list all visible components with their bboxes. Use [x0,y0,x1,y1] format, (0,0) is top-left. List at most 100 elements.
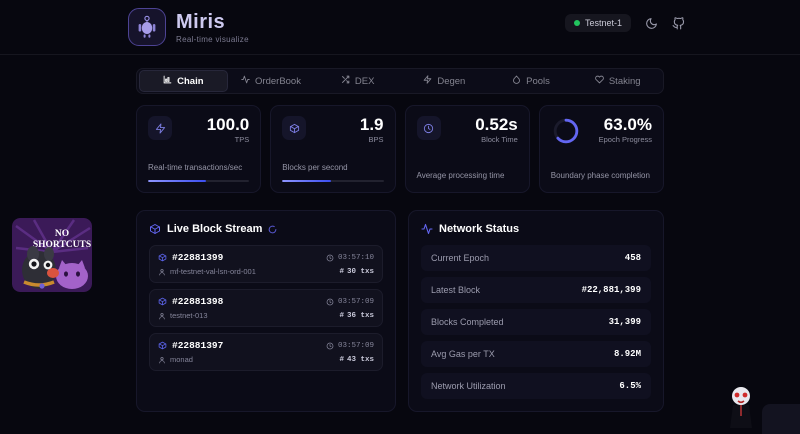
stat-values: 100.0 TPS [207,116,250,144]
panel-header: Live Block Stream [149,223,383,235]
stat-label: Average processing time [416,171,505,181]
tab-staking-label: Staking [608,75,641,87]
stat-card-tps[interactable]: 100.0 TPS Real-time transactions/sec [136,105,262,193]
block-row[interactable]: #22881398 03:57:09 [149,289,383,327]
block-row-secondary: monad # 43 txs [158,355,374,364]
brand[interactable]: Miris Real-time visualize [128,8,249,46]
hash-icon: # [339,311,344,320]
status-key: Latest Block [431,285,481,295]
stat-label: Blocks per second [282,163,348,173]
tab-orderbook-label: OrderBook [255,75,301,87]
status-value: 6.5% [619,381,641,391]
status-value: #22,881,399 [581,285,641,295]
zap-icon [423,75,432,87]
block-tx-count: # 36 txs [339,312,374,320]
activity-icon [421,223,433,235]
status-row-avg-gas: Avg Gas per TX 8.92M [421,341,651,367]
block-row-primary: #22881398 03:57:09 [158,296,374,307]
tab-staking[interactable]: Staking [574,70,661,92]
droplet-icon [512,75,521,87]
tab-chain[interactable]: Chain [139,70,228,92]
status-key: Network Utilization [431,381,506,391]
stat-unit: Block Time [481,134,518,144]
network-status-panel: Network Status Current Epoch 458 Latest … [408,210,664,412]
block-identifier: #22881399 [158,252,223,263]
network-badge[interactable]: Testnet-1 [564,14,631,32]
clock-icon [326,254,334,262]
block-identifier: #22881397 [158,340,223,351]
stat-value: 1.9 [359,115,384,134]
stat-progress-bar [148,179,250,182]
block-validator: mf-testnet-val-lsn-ord-001 [158,267,256,276]
block-tx-count: # 43 txs [339,356,374,364]
svg-text:NO: NO [55,229,69,239]
stat-card-bps[interactable]: 1.9 BPS Blocks per second [270,105,396,193]
tab-degen[interactable]: Degen [401,70,488,92]
panel-title: Network Status [439,223,520,235]
heart-icon [595,75,604,87]
stat-card-top: 100.0 TPS [148,116,249,144]
mascot-sticker [724,384,758,430]
bar-chart-icon [163,75,172,87]
block-validator-name: mf-testnet-val-lsn-ord-001 [170,267,256,276]
block-validator: testnet-013 [158,311,208,320]
corner-panel [762,404,800,434]
stat-unit: BPS [368,134,384,144]
stat-values: 63.0% Epoch Progress [599,116,652,144]
clock-icon [326,298,334,306]
status-value: 458 [624,253,641,263]
tab-orderbook[interactable]: OrderBook [228,70,315,92]
no-shortcuts-sticker: NO SHORTCUTS [12,218,92,292]
tab-dex[interactable]: DEX [314,70,401,92]
tab-pools[interactable]: Pools [488,70,575,92]
panel-title: Live Block Stream [167,223,263,235]
stat-card-row: 100.0 TPS Real-time transactions/sec 1.9… [136,105,664,193]
github-icon[interactable] [672,16,685,30]
block-number: #22881397 [172,340,224,351]
user-icon [158,312,166,320]
stat-card-epoch-progress[interactable]: 63.0% Epoch Progress Boundary phase comp… [538,105,664,193]
block-row-secondary: testnet-013 # 36 txs [158,311,374,320]
main-panels: Live Block Stream #22881399 [136,210,664,412]
block-validator-name: monad [170,355,193,364]
stat-value: 100.0 [206,115,250,134]
block-timestamp: 03:57:09 [326,298,374,306]
block-row[interactable]: #22881397 03:57:09 [149,333,383,371]
status-dot-icon [573,20,580,26]
moon-icon[interactable] [645,17,658,30]
status-row-current-epoch: Current Epoch 458 [421,245,651,271]
hash-icon: # [339,355,344,364]
stat-value: 0.52s [475,115,518,134]
block-tx-value: 36 txs [346,311,374,320]
tab-degen-label: Degen [437,75,466,87]
status-value: 8.92M [613,349,641,359]
stat-progress-bar [282,179,384,182]
brand-name: Miris [176,10,226,33]
block-time-value: 03:57:09 [337,297,374,306]
hash-icon: # [339,267,344,276]
block-tx-value: 30 txs [346,267,374,276]
robot-mascot-icon [128,8,166,46]
stat-card-block-time[interactable]: 0.52s Block Time Average processing time [404,105,530,193]
panel-header: Network Status [421,223,651,235]
activity-icon [241,75,250,87]
tab-dex-label: DEX [354,75,375,87]
clock-icon [416,116,441,140]
block-row[interactable]: #22881399 03:57:10 [149,245,383,283]
live-block-stream-panel: Live Block Stream #22881399 [136,210,396,412]
block-timestamp: 03:57:09 [326,342,374,350]
network-badge-label: Testnet-1 [584,18,622,28]
block-validator-name: testnet-013 [170,311,208,320]
main-tab-bar: Chain OrderBook DEX Deg [136,68,664,94]
block-tx-count: # 30 txs [339,268,374,276]
brand-text: Miris Real-time visualize [176,11,249,44]
block-number: #22881399 [172,252,224,263]
box-icon [282,116,307,140]
block-row-primary: #22881397 03:57:09 [158,340,374,351]
status-value: 31,399 [608,317,641,327]
block-validator: monad [158,355,193,364]
stat-value: 63.0% [603,115,652,134]
user-icon [158,356,166,364]
stat-card-top: 1.9 BPS [282,115,384,144]
